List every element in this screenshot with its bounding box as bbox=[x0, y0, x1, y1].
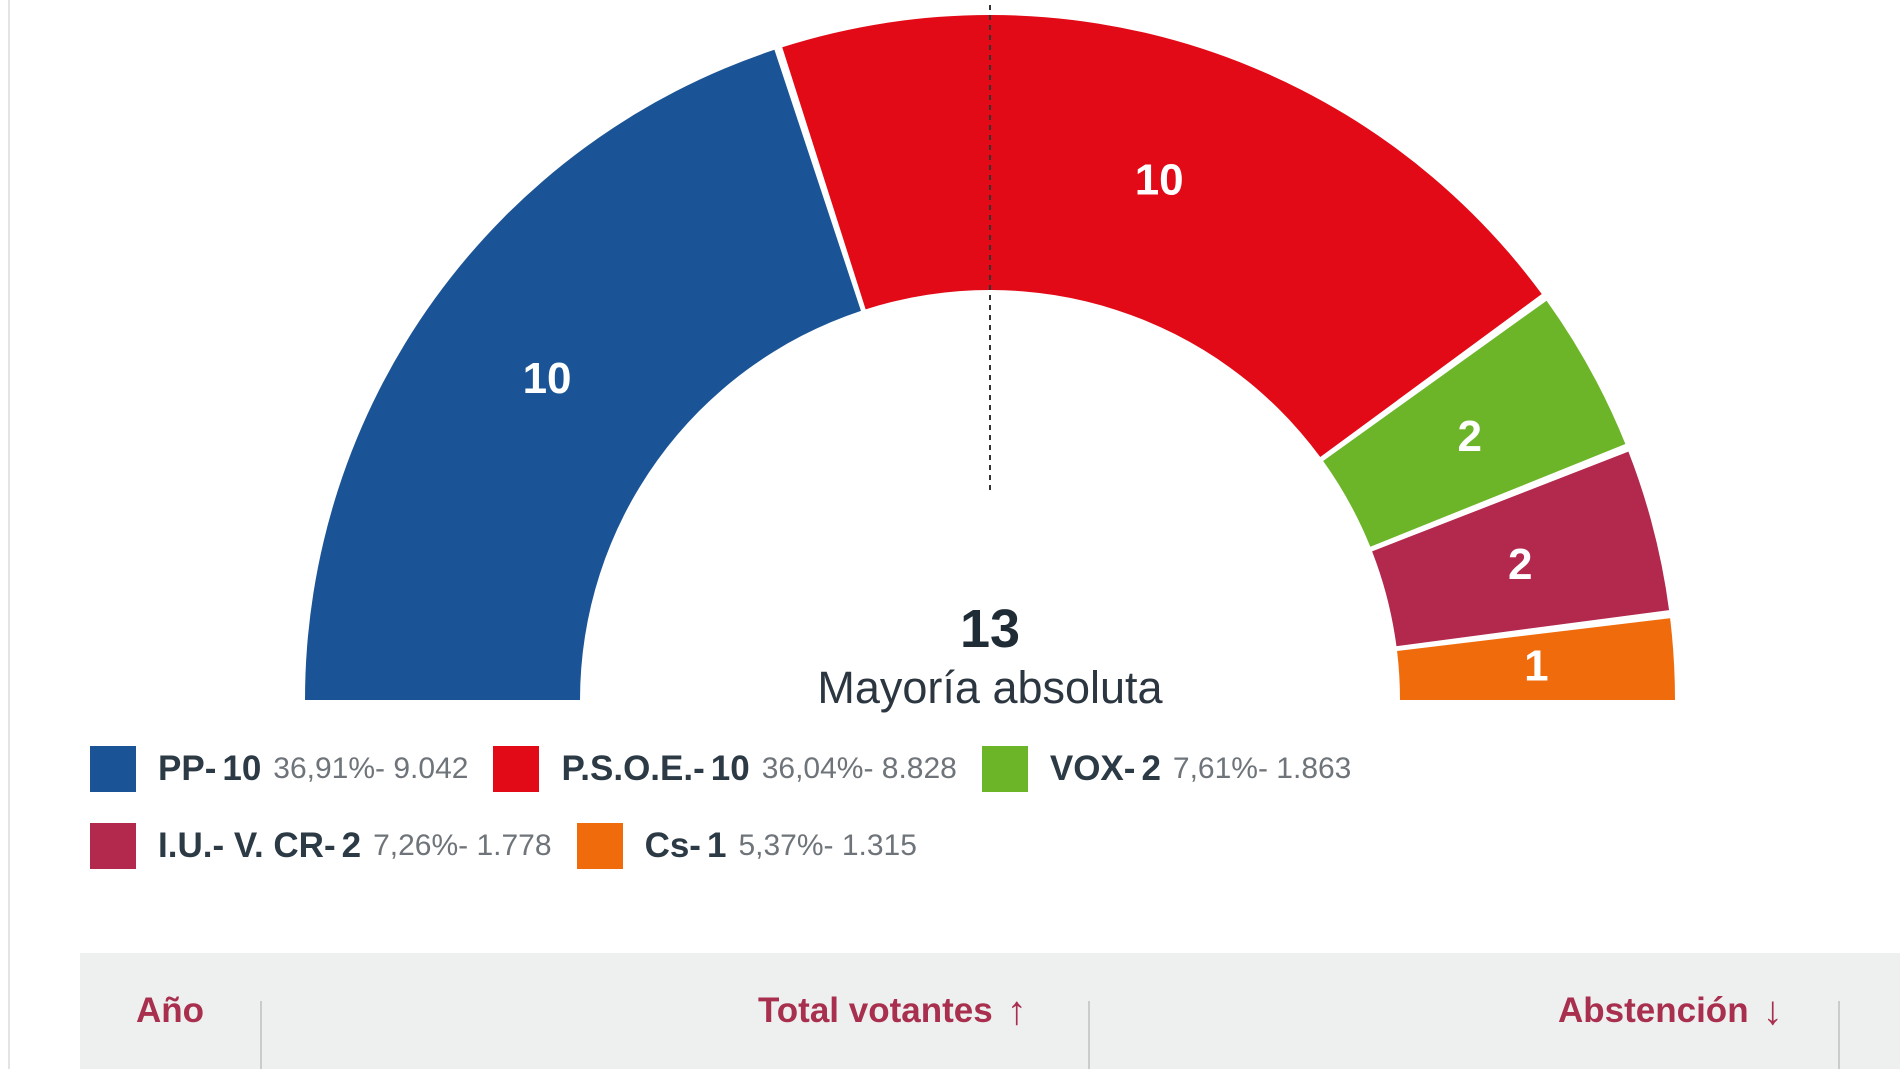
legend-party-name: Cs- bbox=[644, 826, 701, 865]
legend-swatch-iu bbox=[90, 823, 136, 869]
legend-row: I.U.- V. CR- 2 7,26%- 1.778 Cs- 1 5,37%-… bbox=[90, 822, 1790, 870]
legend-row: PP- 10 36,91%- 9.042 P.S.O.E.- 10 36,04%… bbox=[90, 745, 1790, 793]
legend-party-seats: 1 bbox=[706, 826, 727, 865]
page-left-border bbox=[8, 0, 10, 1069]
legend-party-stats: 36,91%- 9.042 bbox=[273, 752, 469, 785]
seat-labels: 10 10 2 2 1 bbox=[523, 155, 1549, 690]
sort-descending-icon[interactable]: ↓ bbox=[1762, 988, 1783, 1033]
legend-party-name: I.U.- V. CR- bbox=[158, 826, 336, 865]
column-divider bbox=[260, 1001, 262, 1069]
sector-cs[interactable] bbox=[1397, 618, 1675, 700]
sort-ascending-icon[interactable]: ↑ bbox=[1006, 988, 1027, 1033]
sector-pp[interactable] bbox=[305, 49, 861, 701]
sector-vox[interactable] bbox=[1323, 300, 1626, 547]
sector-i-u-v-cr[interactable] bbox=[1372, 451, 1670, 647]
legend-item-pp: PP- 10 36,91%- 9.042 bbox=[90, 746, 468, 792]
column-header-label: Año bbox=[136, 991, 205, 1030]
seat-count-pp: 10 bbox=[523, 354, 572, 403]
seat-count-i-u-v-cr: 2 bbox=[1508, 540, 1532, 589]
legend-swatch-vox bbox=[981, 746, 1028, 792]
legend-party-name: VOX- bbox=[1049, 749, 1136, 788]
column-header-label: Total votantes bbox=[758, 991, 993, 1030]
majority-label: Mayoría absoluta bbox=[817, 662, 1163, 713]
legend-swatch-psoe bbox=[493, 746, 540, 792]
legend-swatch-pp bbox=[90, 746, 136, 792]
column-header-abstention[interactable]: Abstención ↓ bbox=[1558, 953, 1783, 1069]
hemicycle-sectors bbox=[305, 15, 1675, 701]
column-header-total-voters[interactable]: Total votantes ↑ bbox=[758, 953, 1027, 1069]
hemicycle-chart: 10 10 2 2 1 13 Mayoría absoluta bbox=[305, 5, 1675, 713]
column-divider bbox=[1838, 1001, 1840, 1069]
majority-number: 13 bbox=[960, 599, 1020, 659]
seat-count-p-s-o-e: 10 bbox=[1135, 155, 1184, 204]
legend-party-seats: 10 bbox=[710, 749, 750, 788]
legend-item-psoe: P.S.O.E.- 10 36,04%- 8.828 bbox=[493, 746, 957, 792]
legend-party-seats: 2 bbox=[1141, 749, 1161, 788]
legend-party-stats: 5,37%- 1.315 bbox=[738, 829, 917, 862]
legend-party-name: P.S.O.E.- bbox=[561, 749, 705, 788]
legend-party-seats: 10 bbox=[222, 749, 262, 788]
legend-item-vox: VOX- 2 7,61%- 1.863 bbox=[981, 746, 1352, 792]
column-divider bbox=[1088, 1001, 1090, 1069]
legend-item-iu: I.U.- V. CR- 2 7,26%- 1.778 bbox=[90, 823, 552, 869]
legend-party-name: PP- bbox=[158, 749, 217, 788]
legend-party-stats: 36,04%- 8.828 bbox=[761, 752, 957, 785]
column-header-year[interactable]: Año bbox=[136, 953, 204, 1069]
seat-count-cs: 1 bbox=[1524, 642, 1548, 691]
legend: PP- 10 36,91%- 9.042 P.S.O.E.- 10 36,04%… bbox=[90, 745, 1790, 899]
legend-item-cs: Cs- 1 5,37%- 1.315 bbox=[576, 823, 917, 869]
legend-party-stats: 7,61%- 1.863 bbox=[1172, 752, 1352, 785]
column-header-label: Abstención bbox=[1558, 991, 1749, 1030]
seat-count-vox: 2 bbox=[1458, 412, 1482, 461]
legend-party-seats: 2 bbox=[341, 826, 362, 865]
sector-p-s-o-e[interactable] bbox=[782, 15, 1542, 458]
legend-swatch-cs bbox=[576, 823, 623, 869]
legend-party-stats: 7,26%- 1.778 bbox=[373, 829, 552, 862]
results-table-header: Año Total votantes ↑ Abstención ↓ bbox=[80, 953, 1900, 1069]
